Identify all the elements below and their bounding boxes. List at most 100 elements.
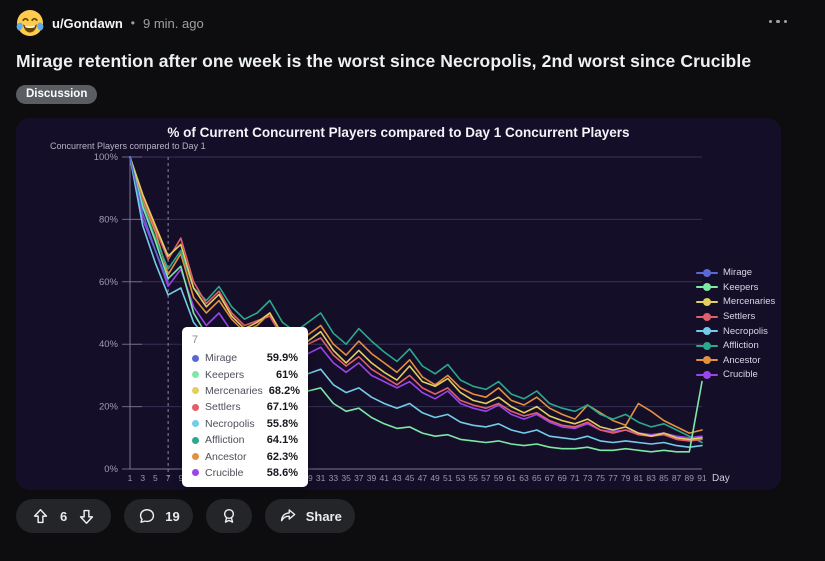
svg-text:69: 69 [557,473,567,483]
svg-text:63: 63 [519,473,529,483]
legend-label: Affliction [723,340,759,352]
post-header: u/Gondawn • 9 min. ago [16,8,809,38]
tooltip-series-dot [192,453,199,461]
comments-button[interactable]: 19 [124,499,193,533]
upvote-count: 6 [60,508,68,524]
svg-text:0%: 0% [104,464,118,475]
legend-item-mirage[interactable]: Mirage [696,266,775,280]
svg-text:89: 89 [685,473,695,483]
legend-label: Keepers [723,281,759,293]
tooltip-row-affliction: Affliction 64.1% [192,432,298,448]
post-timestamp: 9 min. ago [142,15,204,31]
tooltip-row-mirage: Mirage 59.9% [192,350,298,366]
legend-item-mercenaries[interactable]: Mercenaries [696,295,775,309]
legend-marker-icon [696,370,718,379]
legend-label: Mirage [723,267,753,279]
legend-item-settlers[interactable]: Settlers [696,310,775,324]
tooltip-series-value: 68.2% [268,384,300,397]
tooltip-day: 7 [192,334,199,346]
tooltip-series-dot [192,387,199,395]
meta-separator: • [130,16,135,30]
tooltip-row-crucible: Crucible 58.6% [192,465,298,481]
tooltip-series-value: 61% [275,368,298,381]
upvote-icon [33,508,48,523]
tooltip-series-dot [192,420,199,428]
tooltip-series-dot [192,403,199,411]
legend-label: Settlers [723,311,756,323]
legend-item-necropolis[interactable]: Necropolis [696,324,775,338]
chart-tooltip: 7 Mirage 59.9% Keepers 61% Mercenaries 68.2% S… [182,327,308,488]
svg-text:85: 85 [659,473,669,483]
svg-text:51: 51 [443,473,453,483]
svg-text:41: 41 [379,473,389,483]
tooltip-series-value: 64.1% [266,434,298,447]
post-title: Mirage retention after one week is the w… [16,51,752,71]
svg-text:59: 59 [494,473,504,483]
chart-title: % of Current Concurrent Players compared… [167,125,630,140]
svg-text:91: 91 [697,473,707,483]
svg-text:7: 7 [166,473,171,483]
svg-text:65: 65 [532,473,542,483]
svg-text:33: 33 [329,473,339,483]
legend-item-affliction[interactable]: Affliction [696,339,775,353]
svg-text:80%: 80% [99,214,119,225]
svg-text:1: 1 [128,473,133,483]
svg-text:43: 43 [392,473,402,483]
vote-pill: 6 [16,499,112,533]
svg-text:49: 49 [430,473,440,483]
svg-text:5: 5 [153,473,158,483]
laughing-emoji-icon [16,10,44,36]
legend-item-crucible[interactable]: Crucible [696,368,775,382]
tooltip-series-dot [192,354,199,362]
downvote-button[interactable] [75,507,98,526]
tooltip-series-value: 55.8% [266,417,298,430]
legend-label: Crucible [723,369,758,381]
share-button[interactable]: Share [264,499,355,533]
award-button[interactable] [205,499,252,533]
tooltip-series-value: 58.6% [266,466,298,479]
upvote-button[interactable] [29,507,52,526]
svg-text:100%: 100% [94,152,119,163]
tooltip-series-name: Ancestor [205,450,247,463]
overflow-menu-icon[interactable] [763,14,793,29]
svg-text:9: 9 [178,473,183,483]
share-label: Share [305,508,342,524]
legend-label: Necropolis [723,325,768,337]
chart-axis-note: Concurrent Players compared to Day 1 [50,141,206,151]
avatar[interactable] [16,9,44,37]
tooltip-series-value: 59.9% [266,352,298,365]
legend-item-keepers[interactable]: Keepers [696,281,775,295]
legend-item-ancestor[interactable]: Ancestor [696,354,775,368]
tooltip-series-name: Settlers [205,401,241,414]
chart-card: % of Current Concurrent Players compared… [16,118,781,490]
svg-text:71: 71 [570,473,580,483]
legend-marker-icon [696,356,718,365]
svg-text:75: 75 [596,473,606,483]
svg-text:57: 57 [481,473,491,483]
tooltip-row-ancestor: Ancestor 62.3% [192,448,298,464]
tooltip-series-name: Keepers [205,368,245,381]
svg-text:60%: 60% [99,277,119,288]
tooltip-row-keepers: Keepers 61% [192,366,298,382]
svg-text:77: 77 [608,473,618,483]
tooltip-series-name: Mirage [205,352,238,365]
tooltip-series-name: Necropolis [205,417,255,430]
svg-text:87: 87 [672,473,682,483]
comment-icon [140,509,155,523]
svg-text:79: 79 [621,473,631,483]
legend-label: Mercenaries [723,296,776,308]
post-actions: 6 19 Share [16,499,809,533]
downvote-icon [80,509,94,524]
chart-legend: Mirage Keepers Mercenaries Settlers Necropol… [696,266,775,382]
tooltip-row-mercenaries: Mercenaries 68.2% [192,383,300,399]
award-icon [223,508,234,523]
tooltip-series-name: Crucible [205,466,244,479]
username-link[interactable]: u/Gondawn [52,15,123,31]
flair-badge[interactable]: Discussion [16,85,98,104]
svg-text:67: 67 [545,473,555,483]
svg-text:55: 55 [468,473,478,483]
tooltip-row-necropolis: Necropolis 55.8% [192,416,298,432]
legend-marker-icon [696,341,718,350]
svg-text:20%: 20% [99,402,119,413]
